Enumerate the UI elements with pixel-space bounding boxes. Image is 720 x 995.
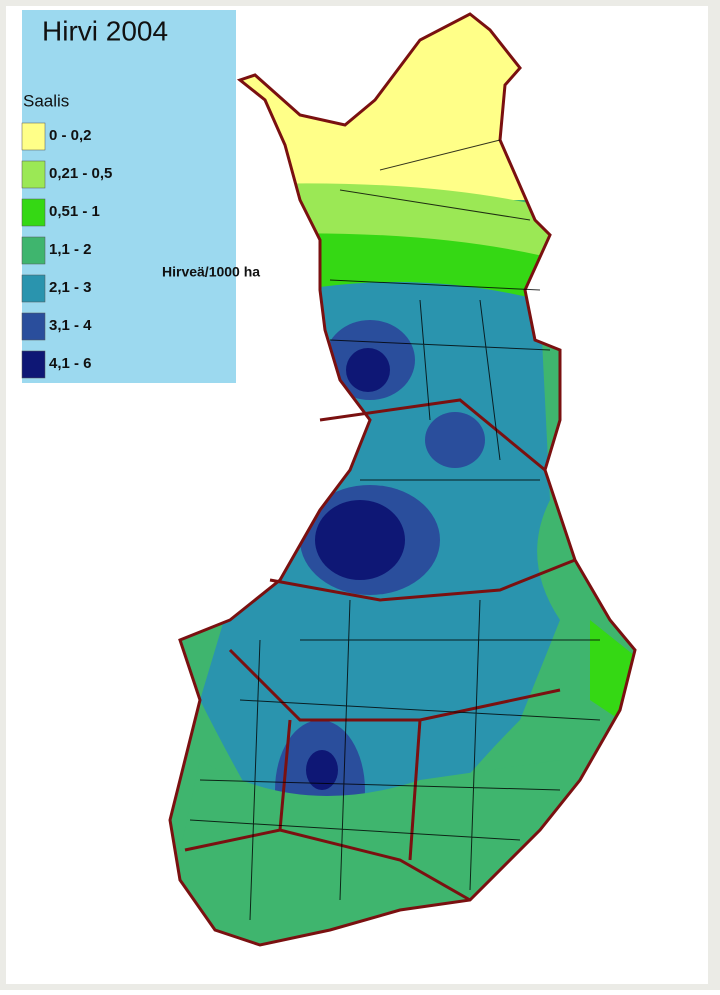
zone xyxy=(315,500,405,580)
unit-label: Hirveä/1000 ha xyxy=(162,264,260,280)
legend-swatch xyxy=(21,312,46,341)
legend-swatch xyxy=(21,160,46,189)
legend-label: 2,1 - 3 xyxy=(49,279,92,296)
legend-heading: Saalis xyxy=(23,91,69,110)
legend-swatch xyxy=(21,236,46,265)
zone xyxy=(346,348,390,392)
zone xyxy=(425,412,485,468)
legend-label: 1,1 - 2 xyxy=(49,241,92,258)
legend-label: 0 - 0,2 xyxy=(49,127,92,144)
legend-label: 4,1 - 6 xyxy=(49,355,92,372)
legend-label: 0,51 - 1 xyxy=(49,203,100,220)
legend-label: 0,21 - 0,5 xyxy=(49,165,112,182)
legend-label: 3,1 - 4 xyxy=(49,317,92,334)
legend-swatch xyxy=(21,274,46,303)
legend-swatch xyxy=(21,122,46,151)
legend-items: 0 - 0,2 0,21 - 0,5 0,51 - 1 1,1 - 2 2,1 - 3 3… xyxy=(21,122,112,379)
province-borders xyxy=(184,398,576,902)
zone xyxy=(306,750,338,790)
municipal-borders xyxy=(189,139,601,921)
legend-title: Hirvi 2004 xyxy=(42,15,168,46)
legend-swatch xyxy=(21,350,46,379)
legend-box xyxy=(22,10,236,383)
legend-swatch xyxy=(21,198,46,227)
